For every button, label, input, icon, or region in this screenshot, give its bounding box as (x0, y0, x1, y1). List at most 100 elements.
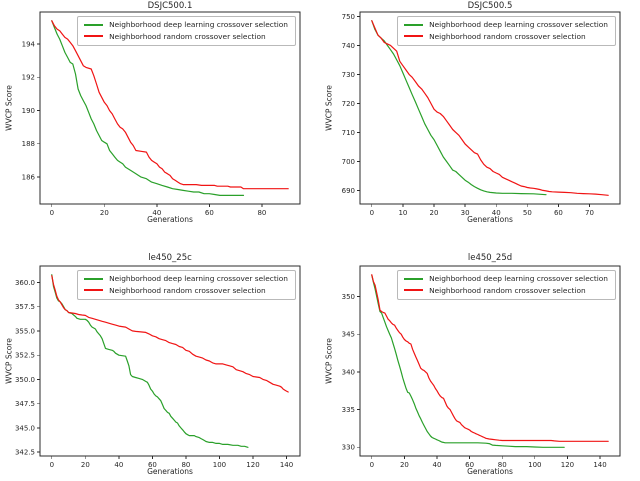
legend-line-sample-green (404, 23, 424, 26)
deep-learning-line (51, 274, 249, 448)
legend: Neighborhood deep learning crossover sel… (397, 270, 616, 301)
y-tick-label: 186 (22, 173, 36, 181)
x-tick-label: 80 (181, 461, 190, 469)
x-tick-label: 80 (498, 461, 507, 469)
x-tick-label: 10 (398, 209, 407, 217)
y-tick-label: 192 (22, 74, 35, 82)
legend-line-sample-green (84, 23, 104, 26)
x-tick-label: 20 (400, 461, 409, 469)
x-tick-label: 40 (114, 461, 123, 469)
y-axis-label: WVCP Score (324, 338, 334, 384)
plot-area-dsjc500-5: 0 10 20 30 40 50 60 70 690 700 710 720 730 740 750 (342, 11, 621, 217)
y-tick-label: 750 (342, 13, 355, 21)
x-tick-label: 80 (257, 209, 266, 217)
plot-area-le450-25c: 0 20 40 60 80 100 120 140 342.5 345.0 347.5 350.0 35… (15, 265, 301, 469)
random-selection-line (51, 275, 289, 393)
random-selection-line (371, 274, 609, 442)
x-tick-label: 100 (528, 461, 541, 469)
x-tick-label: 60 (148, 461, 157, 469)
axes-frame (359, 11, 621, 205)
x-tick-label: 20 (100, 209, 109, 217)
x-tick-label: 0 (370, 461, 374, 469)
chart-title: le450_25c (148, 253, 192, 263)
legend-label: Neighborhood random crossover selection (429, 285, 586, 295)
y-tick-label: 352.5 (15, 352, 35, 360)
legend-entry: Neighborhood deep learning crossover sel… (84, 274, 288, 284)
deep-learning-line (371, 274, 565, 448)
legend-entry: Neighborhood deep learning crossover sel… (404, 20, 608, 30)
y-tick-label: 740 (342, 42, 355, 50)
y-tick-label: 690 (342, 187, 355, 195)
legend-entry: Neighborhood random crossover selection (84, 286, 288, 296)
plot-area-dsjc500-1: 0 20 40 60 80 186 188 190 192 194 (22, 11, 301, 217)
legend-entry: Neighborhood deep learning crossover sel… (404, 274, 608, 284)
y-tick-label: 355.0 (15, 327, 35, 335)
legend-entry: Neighborhood random crossover selection (84, 32, 288, 42)
x-tick-label: 30 (461, 209, 470, 217)
y-tick-label: 360.0 (15, 279, 35, 287)
deep-learning-line (371, 20, 547, 196)
deep-learning-line (51, 20, 245, 196)
y-tick-label: 350 (342, 293, 355, 301)
legend-label: Neighborhood deep learning crossover sel… (109, 274, 288, 283)
y-tick-label: 340 (342, 368, 355, 376)
legend-label: Neighborhood random crossover selection (109, 285, 266, 295)
y-axis-label: WVCP Score (4, 338, 14, 384)
x-tick-label: 50 (523, 209, 532, 217)
legend-entry: Neighborhood random crossover selection (404, 32, 608, 42)
x-tick-label: 20 (81, 461, 90, 469)
x-tick-label: 100 (213, 461, 226, 469)
x-tick-label: 40 (492, 209, 501, 217)
y-tick-label: 720 (342, 100, 355, 108)
y-tick-label: 194 (22, 40, 36, 48)
plot-area-le450-25d: 0 20 40 60 80 100 120 140 330 335 340 345 350 (342, 265, 621, 469)
y-tick-label: 342.5 (15, 449, 35, 457)
x-tick-label: 140 (593, 461, 606, 469)
legend-label: Neighborhood random crossover selection (109, 31, 266, 41)
axes-frame (39, 265, 301, 457)
y-tick-label: 345 (342, 331, 355, 339)
legend-line-sample-red (404, 289, 424, 292)
y-tick-label: 350.0 (15, 376, 35, 384)
y-tick-label: 345.0 (15, 424, 35, 432)
x-tick-label: 120 (246, 461, 259, 469)
y-tick-label: 730 (342, 71, 355, 79)
x-tick-label: 120 (561, 461, 574, 469)
x-axis-label: Generations (147, 467, 193, 476)
subplot-le450-25c: 0 20 40 60 80 100 120 140 342.5 345.0 347.5 350.0 35… (0, 240, 320, 481)
legend: Neighborhood deep learning crossover sel… (77, 16, 296, 47)
x-axis-label: Generations (147, 215, 193, 224)
subplot-dsjc500-5: 0 10 20 30 40 50 60 70 690 700 710 720 730 740 750 DSJ… (320, 0, 640, 240)
chart-title: DSJC500.1 (147, 1, 193, 11)
x-axis-label: Generations (467, 215, 513, 224)
y-axis-label: WVCP Score (324, 85, 334, 131)
legend-label: Neighborhood deep learning crossover sel… (109, 20, 288, 29)
x-tick-label: 20 (430, 209, 439, 217)
y-tick-label: 188 (22, 140, 35, 148)
chart-title: le450_25d (467, 253, 513, 263)
legend-line-sample-green (404, 277, 424, 280)
random-selection-line (51, 20, 289, 190)
legend: Neighborhood deep learning crossover sel… (77, 270, 296, 301)
legend-entry: Neighborhood random crossover selection (404, 286, 608, 296)
x-axis-label: Generations (467, 467, 513, 476)
x-tick-label: 60 (205, 209, 214, 217)
axes-frame (39, 11, 301, 205)
y-tick-label: 330 (342, 444, 355, 452)
subplot-dsjc500-1: 0 20 40 60 80 186 188 190 192 194 DSJC500.1 WVCP … (0, 0, 320, 240)
y-tick-label: 357.5 (15, 303, 35, 311)
legend-label: Neighborhood deep learning crossover sel… (429, 20, 608, 29)
y-tick-label: 190 (22, 107, 35, 115)
x-tick-label: 60 (465, 461, 474, 469)
random-selection-line (371, 20, 609, 196)
axes-frame (359, 265, 621, 457)
x-tick-label: 60 (554, 209, 563, 217)
y-tick-label: 347.5 (15, 400, 35, 408)
x-tick-label: 40 (433, 461, 442, 469)
subplot-le450-25d: 0 20 40 60 80 100 120 140 330 335 340 345 350 le450_… (320, 240, 640, 481)
x-tick-label: 0 (50, 209, 54, 217)
legend-line-sample-red (404, 35, 424, 38)
legend: Neighborhood deep learning crossover sel… (397, 16, 616, 47)
x-tick-label: 0 (50, 461, 54, 469)
